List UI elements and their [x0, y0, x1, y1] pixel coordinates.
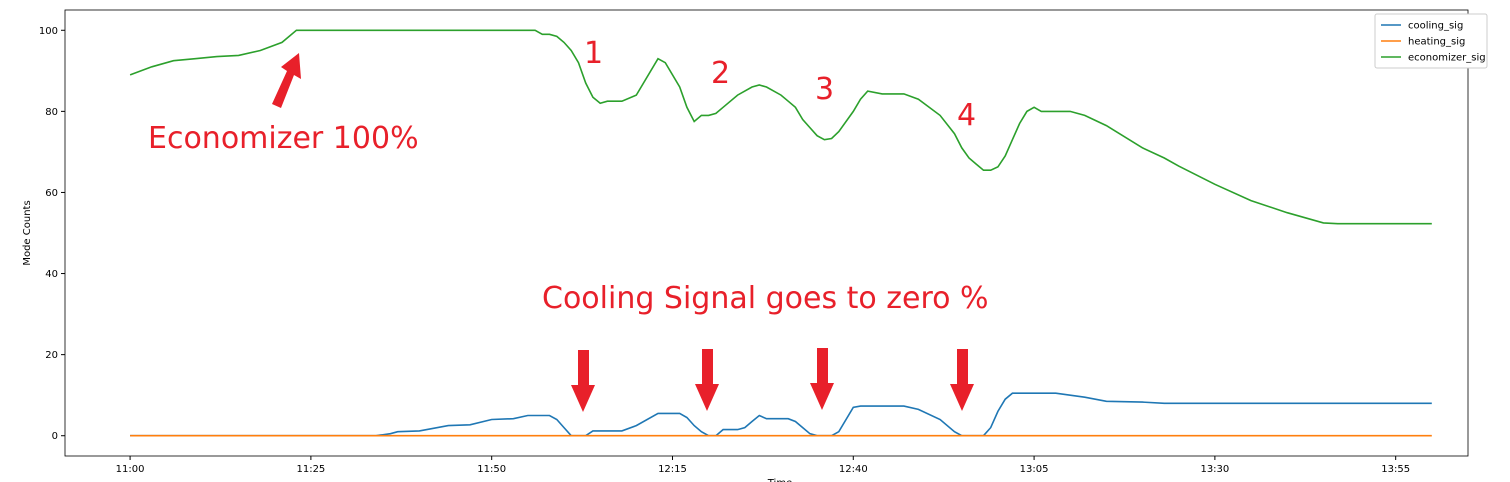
y-tick-label: 100: [39, 26, 58, 37]
y-tick-label: 0: [52, 431, 58, 442]
legend-label: cooling_sig: [1408, 21, 1463, 32]
arrow: [950, 349, 974, 411]
x-axis-label: Time: [767, 478, 792, 482]
y-tick-label: 20: [45, 350, 58, 361]
arrow: [695, 349, 719, 411]
x-tick-label: 11:00: [116, 464, 145, 475]
annotation: 4: [957, 98, 976, 133]
plot-frame: [64, 9, 1469, 457]
y-tick-label: 80: [45, 107, 58, 118]
legend-box: [1374, 13, 1488, 69]
x-tick-label: 13:05: [1020, 464, 1049, 475]
annotation: Cooling Signal goes to zero %: [542, 281, 989, 316]
legend-label: economizer_sig: [1408, 53, 1486, 64]
x-tick-label: 11:50: [477, 464, 506, 475]
x-tick-label: 12:15: [658, 464, 687, 475]
y-tick-label: 40: [45, 269, 58, 280]
series-line: [130, 392, 1432, 437]
arrow: [272, 53, 301, 108]
arrow: [571, 350, 595, 412]
x-tick-label: 13:55: [1381, 464, 1410, 475]
x-tick-label: 11:25: [296, 464, 325, 475]
series-line: [129, 29, 1432, 225]
arrow: [810, 348, 834, 410]
legend-label: heating_sig: [1408, 37, 1465, 48]
arrows: [272, 53, 974, 412]
annotation: 2: [711, 56, 730, 91]
y-axis-label: Mode Counts: [22, 200, 33, 265]
x-tick-label: 13:30: [1200, 464, 1229, 475]
annotation: Economizer 100%: [148, 121, 419, 156]
y-tick-label: 60: [45, 188, 58, 199]
annotation: 3: [815, 72, 834, 107]
x-tick-label: 12:40: [839, 464, 868, 475]
annotation: 1: [584, 36, 603, 71]
